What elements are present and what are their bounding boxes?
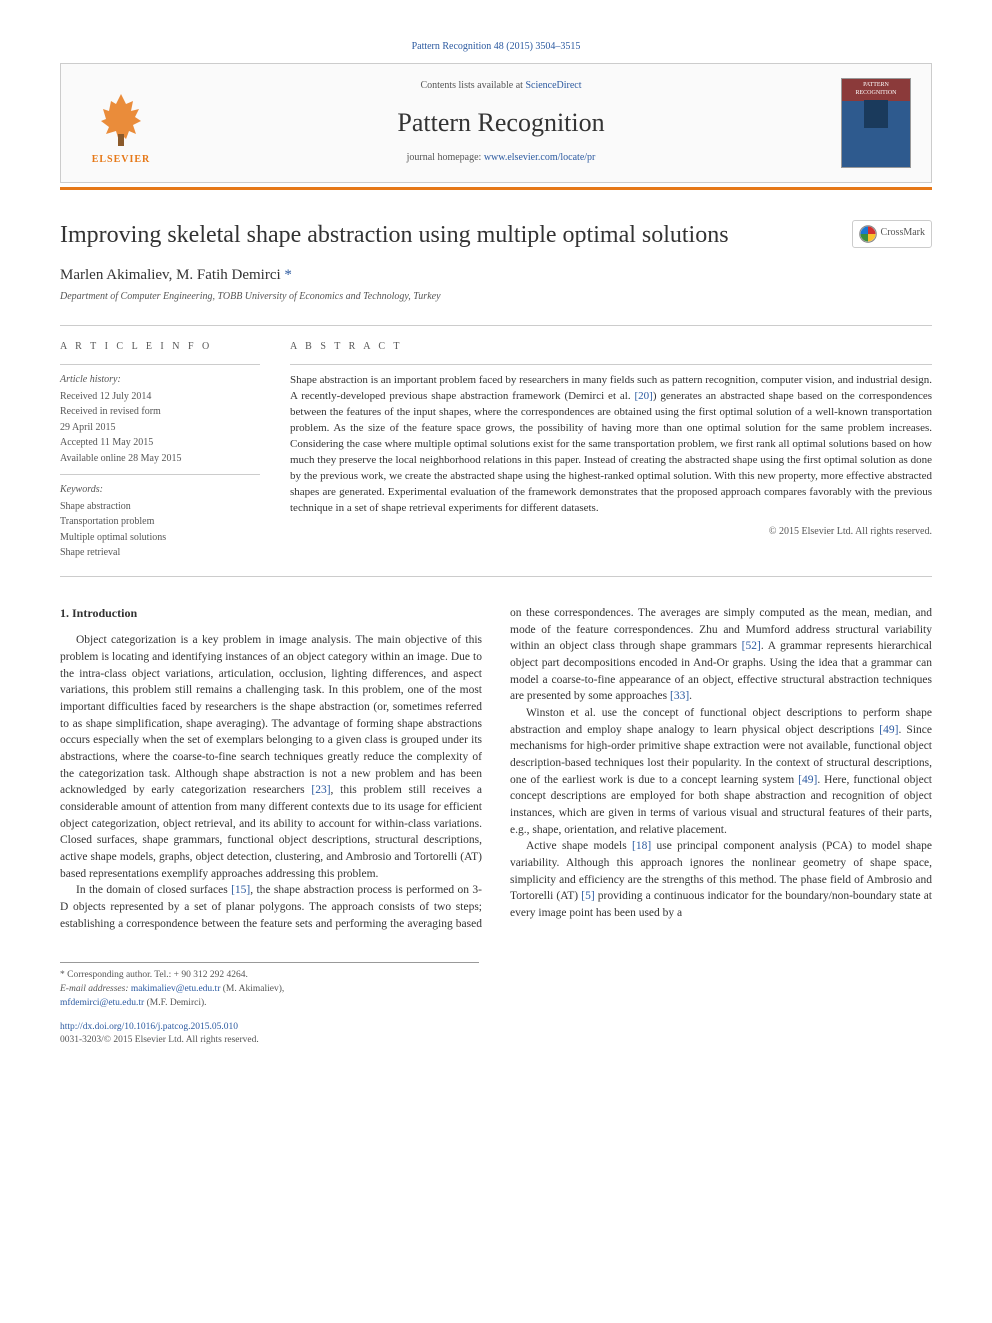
- abstract-copyright: © 2015 Elsevier Ltd. All rights reserved…: [290, 525, 932, 540]
- email-line: mfdemirci@etu.edu.tr (M.F. Demirci).: [60, 997, 479, 1011]
- citation-link[interactable]: [5]: [581, 890, 594, 902]
- divider: [290, 364, 932, 365]
- contents-line: Contents lists available at ScienceDirec…: [161, 79, 841, 94]
- citation-link[interactable]: [49]: [798, 774, 817, 786]
- abstract-text: Shape abstraction is an important proble…: [290, 373, 932, 516]
- cover-thumbnail[interactable]: PATTERN RECOGNITION: [841, 78, 911, 168]
- tree-icon: [91, 89, 151, 149]
- email-name: (M.F. Demirci).: [144, 998, 206, 1008]
- citation-link[interactable]: [18]: [632, 840, 651, 852]
- homepage-line: journal homepage: www.elsevier.com/locat…: [161, 151, 841, 166]
- article-info-heading: A R T I C L E I N F O: [60, 340, 260, 355]
- issn-copyright: 0031-3203/© 2015 Elsevier Ltd. All right…: [60, 1034, 932, 1048]
- citation-link[interactable]: [23]: [311, 784, 330, 796]
- email-name: (M. Akimaliev),: [220, 984, 284, 994]
- crossmark-badge[interactable]: CrossMark: [852, 220, 932, 248]
- sciencedirect-link[interactable]: ScienceDirect: [525, 80, 581, 91]
- crossmark-icon: [859, 225, 877, 243]
- history-label: Article history:: [60, 373, 260, 388]
- body-paragraph: Active shape models [18] use principal c…: [510, 838, 932, 921]
- body-paragraph: Winston et al. use the concept of functi…: [510, 705, 932, 838]
- keywords-label: Keywords:: [60, 483, 260, 498]
- body-columns: 1. Introduction Object categorization is…: [60, 605, 932, 932]
- divider: [60, 364, 260, 365]
- keyword: Transportation problem: [60, 515, 260, 530]
- contents-prefix: Contents lists available at: [420, 80, 525, 91]
- authors: Marlen Akimaliev, M. Fatih Demirci *: [60, 265, 932, 287]
- homepage-link[interactable]: www.elsevier.com/locate/pr: [484, 152, 596, 163]
- citation-link[interactable]: [33]: [670, 690, 689, 702]
- article-info-column: A R T I C L E I N F O Article history: R…: [60, 340, 260, 562]
- doi-link[interactable]: http://dx.doi.org/10.1016/j.patcog.2015.…: [60, 1022, 238, 1032]
- journal-header: ELSEVIER Contents lists available at Sci…: [60, 63, 932, 183]
- keyword: Multiple optimal solutions: [60, 531, 260, 546]
- email-label: E-mail addresses:: [60, 984, 131, 994]
- cover-badge-icon: [864, 100, 888, 128]
- history-item: Available online 28 May 2015: [60, 452, 260, 467]
- crossmark-label: CrossMark: [881, 226, 925, 241]
- email-link[interactable]: makimaliev@etu.edu.tr: [131, 984, 220, 994]
- divider: [60, 474, 260, 475]
- elsevier-name: ELSEVIER: [92, 153, 151, 168]
- citation-link[interactable]: [49]: [879, 724, 898, 736]
- email-line: E-mail addresses: makimaliev@etu.edu.tr …: [60, 983, 479, 997]
- keyword: Shape retrieval: [60, 546, 260, 561]
- citation-link[interactable]: [15]: [231, 884, 250, 896]
- affiliation: Department of Computer Engineering, TOBB…: [60, 290, 932, 305]
- history-item: Received in revised form: [60, 405, 260, 420]
- body-paragraph: Object categorization is a key problem i…: [60, 632, 482, 882]
- journal-name: Pattern Recognition: [161, 104, 841, 142]
- citation-link[interactable]: [52]: [742, 640, 761, 652]
- abstract-column: A B S T R A C T Shape abstraction is an …: [290, 340, 932, 562]
- author-names: Marlen Akimaliev, M. Fatih Demirci: [60, 267, 284, 283]
- email-link[interactable]: mfdemirci@etu.edu.tr: [60, 998, 144, 1008]
- section-heading: 1. Introduction: [60, 605, 482, 622]
- article-title: Improving skeletal shape abstraction usi…: [60, 220, 852, 251]
- divider: [60, 576, 932, 577]
- cover-title: PATTERN RECOGNITION: [842, 81, 910, 98]
- corresponding-note: * Corresponding author. Tel.: + 90 312 2…: [60, 969, 479, 983]
- history-item: Received 12 July 2014: [60, 390, 260, 405]
- doi-block: http://dx.doi.org/10.1016/j.patcog.2015.…: [60, 1021, 932, 1049]
- citation-link[interactable]: [20]: [634, 390, 652, 402]
- abstract-heading: A B S T R A C T: [290, 340, 932, 355]
- divider: [60, 325, 932, 326]
- homepage-prefix: journal homepage:: [407, 152, 484, 163]
- journal-reference: Pattern Recognition 48 (2015) 3504–3515: [60, 40, 932, 55]
- elsevier-logo[interactable]: ELSEVIER: [81, 78, 161, 168]
- orange-rule: [60, 187, 932, 190]
- footnotes: * Corresponding author. Tel.: + 90 312 2…: [60, 962, 479, 1010]
- journal-ref-link[interactable]: Pattern Recognition 48 (2015) 3504–3515: [412, 41, 581, 52]
- corresponding-mark: *: [284, 267, 292, 283]
- history-item: Accepted 11 May 2015: [60, 436, 260, 451]
- history-item: 29 April 2015: [60, 421, 260, 436]
- keyword: Shape abstraction: [60, 500, 260, 515]
